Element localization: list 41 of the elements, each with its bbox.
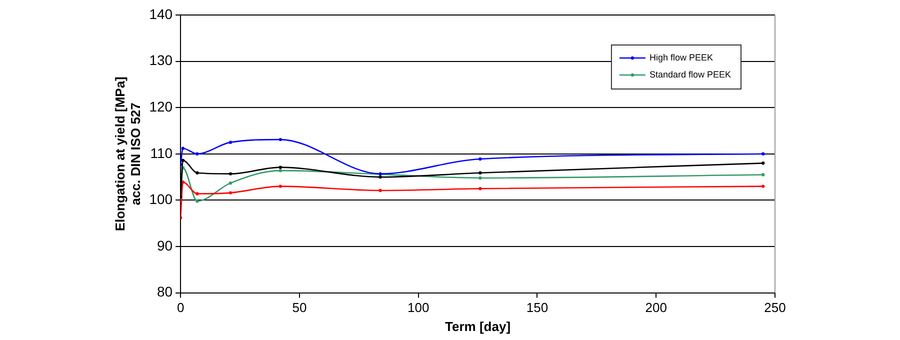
y-tick-label: 120 [149, 98, 173, 114]
point [378, 175, 382, 179]
x-tick-label: 200 [645, 300, 667, 316]
point [478, 171, 482, 174]
point [228, 181, 232, 185]
legend-label: Standard flow PEEK [649, 69, 731, 80]
y-tick-label: 80 [156, 284, 173, 300]
y-axis-title: Elongation at yield [MPa] acc. DIN ISO 527 [112, 76, 143, 232]
point [478, 187, 482, 190]
point [181, 158, 185, 162]
x-axis-title: Term [day] [445, 318, 511, 334]
y-tick-label: 90 [156, 237, 173, 254]
point [762, 184, 765, 188]
point [278, 138, 282, 142]
y-tick-label: 110 [150, 144, 173, 161]
point [478, 176, 482, 180]
x-tick-label: 100 [407, 300, 430, 316]
x-tick-label: 50 [292, 300, 307, 316]
x-tick-label: 0 [176, 300, 184, 316]
y-tick-label: 100 [149, 191, 173, 208]
point [762, 152, 765, 156]
point [278, 168, 282, 172]
point [478, 157, 482, 161]
point [196, 192, 199, 196]
point [378, 188, 382, 192]
y-tick-label: 130 [149, 52, 173, 68]
point [278, 166, 282, 169]
y-tick-label: 140 [149, 6, 173, 22]
point [762, 162, 765, 165]
point [228, 172, 232, 176]
x-tick-label: 150 [526, 300, 548, 316]
point [181, 146, 185, 150]
point [228, 140, 232, 144]
legend-label: High flow PEEK [649, 52, 713, 62]
point [278, 184, 282, 188]
point [228, 191, 232, 194]
point [762, 173, 765, 176]
x-tick-label: 250 [764, 300, 786, 316]
point [196, 200, 199, 203]
point [196, 152, 199, 156]
point [196, 171, 199, 174]
